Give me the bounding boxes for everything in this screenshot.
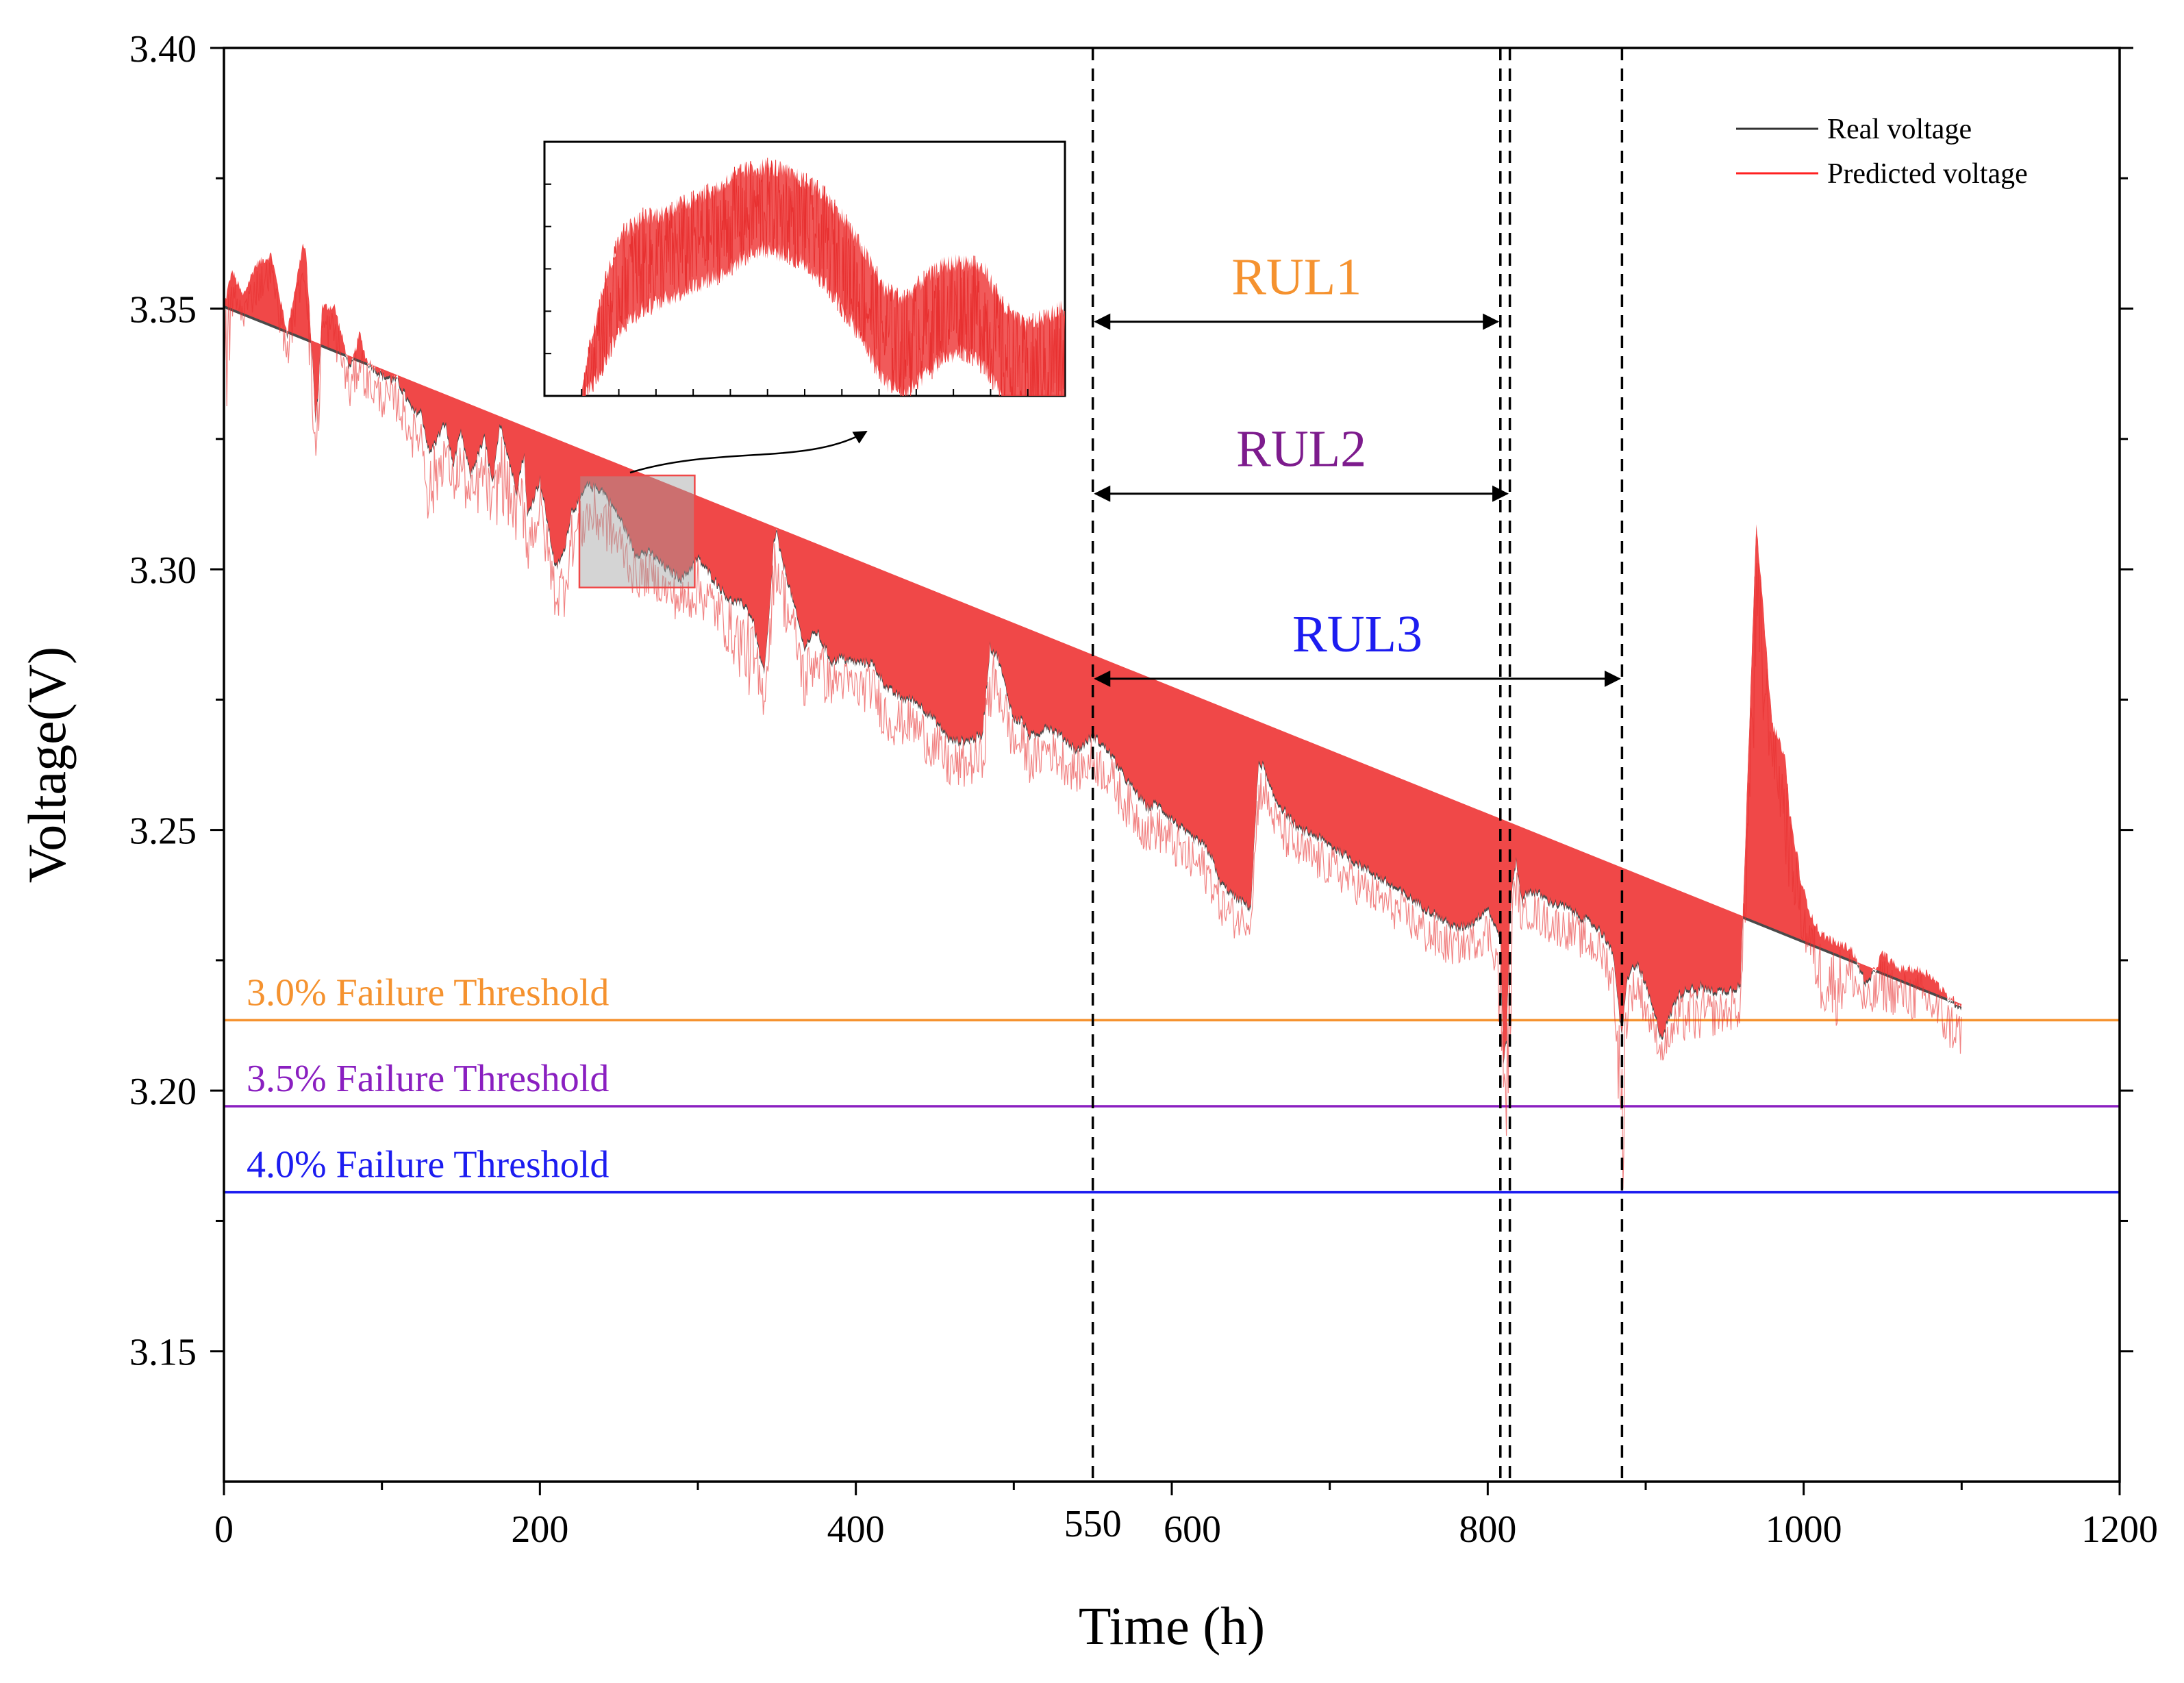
axes: 0 200 400 600 800 1000 1200 550 3.15 3.20 3.25 3.30… (17, 28, 2158, 1656)
x-tick-label-1000: 1000 (1766, 1508, 1842, 1551)
voltage-series (224, 243, 1962, 1189)
x-tick-label-0: 0 (214, 1508, 234, 1551)
y-tick-label-3: 3.30 (129, 549, 197, 592)
y-tick-label-4: 3.35 (129, 289, 197, 332)
y-tick-label-5: 3.40 (129, 28, 197, 71)
inset-series-group (582, 158, 1065, 396)
rul-label-3: RUL3 (1292, 606, 1422, 663)
y-tick-label-0: 3.15 (129, 1332, 197, 1374)
y-tick-label-2: 3.25 (129, 810, 197, 853)
x-tick-label-600: 600 (1164, 1508, 1221, 1551)
rul-annotations: RUL1 RUL2 RUL3 (1094, 249, 1621, 687)
predicted-voltage-line (224, 259, 1962, 1189)
x-tick-label-800: 800 (1459, 1508, 1516, 1551)
y-tick-label-1: 3.20 (129, 1071, 197, 1113)
rul-label-2: RUL2 (1236, 421, 1366, 478)
rul-boundary-lines (1091, 48, 1624, 1482)
x-tick-label-1200: 1200 (2081, 1508, 2158, 1551)
threshold-label-2: 3.5% Failure Threshold (247, 1058, 609, 1100)
zoom-region (578, 430, 868, 588)
legend-label-2: Predicted voltage (1827, 158, 2028, 190)
inset-series-band (582, 158, 1065, 396)
threshold-lines: 3.0% Failure Threshold 3.5% Failure Thres… (224, 971, 2120, 1194)
zoom-connector-arrow (629, 430, 868, 474)
rul-label-1: RUL1 (1231, 249, 1361, 306)
legend: Real voltage Predicted voltage (1736, 114, 2028, 190)
zoom-inset (543, 140, 1066, 397)
zoom-rectangle (578, 474, 696, 588)
x-tick-label-400: 400 (827, 1508, 885, 1551)
predicted-voltage-band (224, 243, 1962, 1062)
x-axis-title: Time (h) (1079, 1596, 1265, 1656)
threshold-label-1: 3.0% Failure Threshold (247, 971, 609, 1014)
legend-label-1: Real voltage (1827, 114, 1972, 145)
inset-series-line (583, 158, 1065, 396)
threshold-label-3: 4.0% Failure Threshold (247, 1144, 609, 1186)
x-tick-label-550: 550 (1064, 1503, 1122, 1545)
y-axis-title: Voltage(V) (17, 647, 77, 883)
x-tick-label-200: 200 (511, 1508, 568, 1551)
